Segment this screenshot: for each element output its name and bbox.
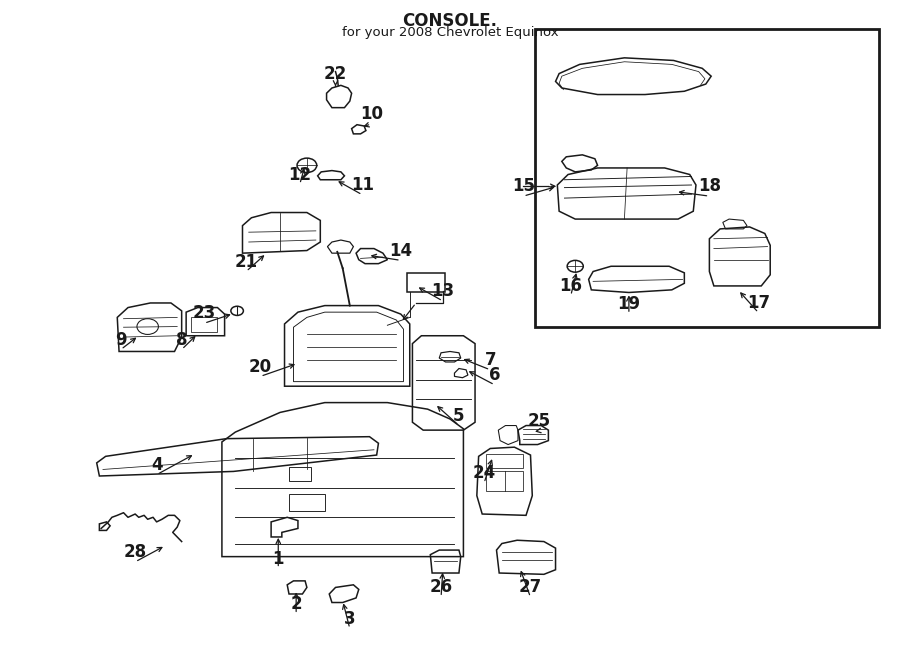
- Text: 13: 13: [431, 282, 454, 300]
- Text: CONSOLE.: CONSOLE.: [402, 12, 498, 30]
- Text: 23: 23: [193, 305, 216, 323]
- Text: 4: 4: [151, 456, 162, 474]
- Bar: [407, 273, 445, 292]
- Text: 10: 10: [360, 105, 382, 123]
- Text: 17: 17: [747, 294, 770, 312]
- Text: 9: 9: [115, 330, 127, 348]
- Text: 2: 2: [291, 596, 302, 613]
- Text: 1: 1: [273, 549, 284, 568]
- Text: 27: 27: [519, 578, 542, 596]
- Text: 15: 15: [512, 177, 535, 195]
- Text: 25: 25: [528, 412, 551, 430]
- Text: 11: 11: [351, 176, 374, 194]
- Text: 14: 14: [389, 241, 412, 260]
- Text: 3: 3: [344, 610, 356, 628]
- Bar: [289, 494, 325, 511]
- Text: 7: 7: [484, 351, 496, 369]
- Text: 18: 18: [698, 177, 721, 195]
- Bar: [191, 317, 218, 332]
- Text: 5: 5: [454, 407, 464, 425]
- Text: 16: 16: [559, 277, 582, 295]
- Bar: [486, 453, 523, 468]
- Text: 12: 12: [288, 165, 311, 184]
- Text: 6: 6: [489, 366, 500, 384]
- Text: 8: 8: [176, 330, 187, 348]
- Bar: [535, 29, 879, 327]
- Bar: [289, 467, 311, 481]
- Text: 24: 24: [472, 465, 496, 483]
- Text: 20: 20: [248, 358, 272, 375]
- Text: for your 2008 Chevrolet Equinox: for your 2008 Chevrolet Equinox: [342, 26, 558, 39]
- Text: 28: 28: [123, 543, 147, 561]
- Text: 26: 26: [429, 578, 453, 596]
- Text: 22: 22: [324, 65, 347, 83]
- Bar: [486, 471, 523, 491]
- Text: 21: 21: [235, 253, 257, 270]
- Text: 19: 19: [617, 295, 641, 313]
